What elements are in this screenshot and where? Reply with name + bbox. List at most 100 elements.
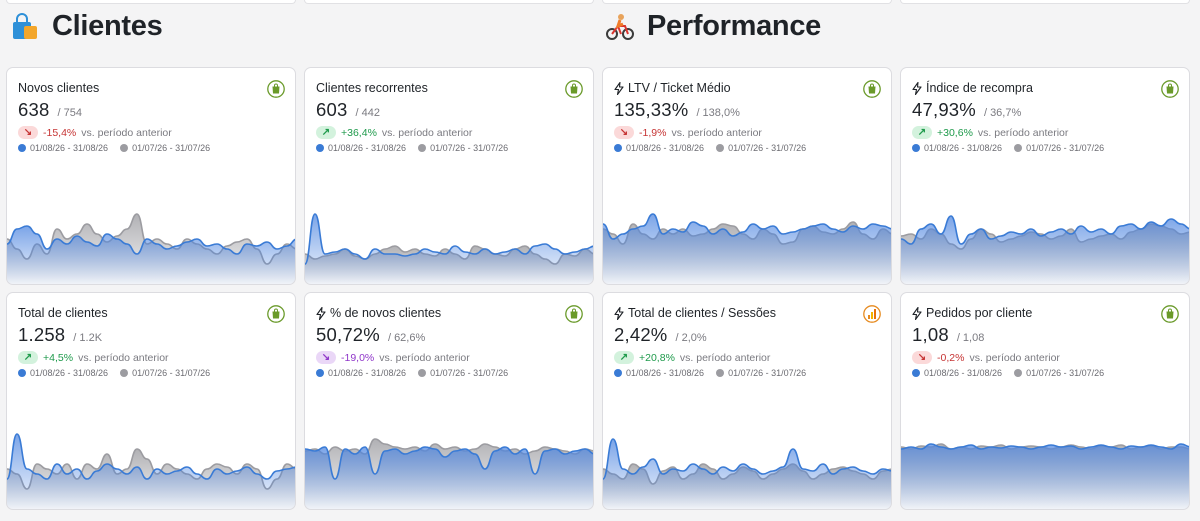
area-chart [901, 215, 1189, 284]
trend-down-icon: ↘ [912, 351, 932, 364]
legend-current: 01/08/26 - 31/08/26 [626, 143, 705, 153]
card-title-label: Total de clientes / Sessões [628, 306, 776, 320]
bolt-icon [912, 81, 922, 95]
analytics-icon [863, 305, 881, 323]
bolt-icon [614, 81, 624, 95]
delta-row: ↗ +36,4% vs. período anterior [316, 126, 472, 139]
delta-row: ↗ +20,8% vs. período anterior [614, 351, 770, 364]
legend-dot-current [18, 144, 26, 152]
current-series-line [603, 438, 891, 480]
metric-card[interactable]: Pedidos por cliente 1,08 / 1,08 ↘ -0,2% vs. p… [900, 292, 1190, 510]
metric-card[interactable]: LTV / Ticket Médio 135,33% / 138,0% ↘ -1,9% v… [602, 67, 892, 285]
delta-value: +36,4% [341, 126, 377, 139]
card-title-label: Clientes recorrentes [316, 81, 428, 95]
delta-row: ↘ -0,2% vs. período anterior [912, 351, 1060, 364]
chart-legend: 01/08/26 - 31/08/26 01/07/26 - 31/07/26 [316, 368, 508, 378]
legend-current: 01/08/26 - 31/08/26 [30, 143, 109, 153]
current-value: 50,72% [316, 324, 380, 345]
metric-card[interactable]: Total de clientes 1.258 / 1.2K ↗ +4,5% vs. pe… [6, 292, 296, 510]
section-title-label: Performance [647, 10, 821, 42]
area-chart [603, 213, 891, 284]
legend-dot-previous [1014, 369, 1023, 377]
trend-down-icon: ↘ [614, 126, 634, 139]
delta-row: ↘ -15,4% vs. período anterior [18, 126, 172, 139]
metric-card[interactable]: % de novos clientes 50,72% / 62,6% ↘ -19,0% v… [304, 292, 594, 510]
current-series-line [305, 446, 593, 480]
cyclist-icon [605, 12, 635, 42]
previous-value: / 138,0% [696, 107, 740, 119]
top-card-edge-right2 [900, 0, 1190, 4]
legend-dot-current [316, 369, 324, 377]
delta-value: -1,9% [639, 126, 667, 139]
trend-up-icon: ↗ [18, 351, 38, 364]
current-value: 638 [18, 99, 50, 120]
card-value: 50,72% / 62,6% [316, 324, 425, 346]
metric-card[interactable]: Clientes recorrentes 603 / 442 ↗ +36,4% vs. p… [304, 67, 594, 285]
delta-value: -15,4% [43, 126, 77, 139]
metric-card[interactable]: Índice de recompra 47,93% / 36,7% ↗ +30,6% vs… [900, 67, 1190, 285]
metric-card[interactable]: Total de clientes / Sessões 2,42% / 2,0% ↗ +… [602, 292, 892, 510]
card-title-label: Pedidos por cliente [926, 306, 1033, 320]
area-chart [305, 438, 593, 509]
section-title-clientes: Clientes [10, 10, 163, 43]
card-title: Pedidos por cliente [912, 306, 1032, 320]
chart-legend: 01/08/26 - 31/08/26 01/07/26 - 31/07/26 [316, 143, 508, 153]
legend-dot-current [912, 369, 920, 377]
legend-dot-previous [1014, 144, 1023, 152]
card-title: LTV / Ticket Médio [614, 81, 731, 95]
trend-down-icon: ↘ [316, 351, 336, 364]
delta-label: vs. período anterior [977, 126, 1069, 139]
shopify-icon [565, 305, 583, 323]
legend-current: 01/08/26 - 31/08/26 [924, 368, 1003, 378]
delta-label: vs. período anterior [969, 351, 1060, 364]
legend-dot-current [316, 144, 324, 152]
legend-previous: 01/07/26 - 31/07/26 [728, 143, 807, 153]
card-value: 1,08 / 1,08 [912, 324, 984, 346]
delta-value: -0,2% [937, 351, 965, 364]
legend-previous: 01/07/26 - 31/07/26 [132, 143, 211, 153]
legend-dot-previous [418, 144, 427, 152]
legend-dot-previous [418, 369, 427, 377]
delta-row: ↘ -19,0% vs. período anterior [316, 351, 470, 364]
delta-label: vs. período anterior [379, 351, 470, 364]
legend-dot-current [912, 144, 920, 152]
legend-dot-previous [120, 369, 129, 377]
area-chart [305, 213, 593, 284]
legend-dot-previous [716, 369, 725, 377]
trend-up-icon: ↗ [614, 351, 634, 364]
trend-up-icon: ↗ [912, 126, 932, 139]
legend-previous: 01/07/26 - 31/07/26 [132, 368, 211, 378]
bolt-icon [912, 306, 922, 320]
area-chart [7, 433, 295, 509]
current-series-area [603, 439, 891, 509]
legend-previous: 01/07/26 - 31/07/26 [430, 368, 509, 378]
legend-previous: 01/07/26 - 31/07/26 [430, 143, 509, 153]
current-series-area [603, 214, 891, 284]
previous-value: / 1.2K [73, 332, 103, 344]
card-value: 1.258 / 1.2K [18, 324, 102, 346]
previous-value: / 442 [355, 107, 380, 119]
metric-card[interactable]: Novos clientes 638 / 754 ↘ -15,4% vs. período… [6, 67, 296, 285]
legend-current: 01/08/26 - 31/08/26 [328, 143, 407, 153]
card-title-label: Novos clientes [18, 81, 100, 95]
delta-value: +4,5% [43, 351, 74, 364]
card-title-label: Total de clientes [18, 306, 108, 320]
top-card-edge-left [6, 0, 296, 4]
previous-value: / 754 [57, 107, 82, 119]
shopify-icon [267, 80, 285, 98]
shopping-bag-icon [10, 12, 40, 42]
shopify-icon [565, 80, 583, 98]
delta-row: ↗ +30,6% vs. período anterior [912, 126, 1068, 139]
delta-row: ↗ +4,5% vs. período anterior [18, 351, 169, 364]
legend-previous: 01/07/26 - 31/07/26 [1026, 368, 1105, 378]
current-value: 1,08 [912, 324, 949, 345]
chart-legend: 01/08/26 - 31/08/26 01/07/26 - 31/07/26 [614, 143, 806, 153]
chart-legend: 01/08/26 - 31/08/26 01/07/26 - 31/07/26 [912, 143, 1104, 153]
current-series-area [305, 214, 593, 284]
legend-previous: 01/07/26 - 31/07/26 [728, 368, 807, 378]
delta-label: vs. período anterior [671, 126, 762, 139]
card-title-label: Índice de recompra [926, 81, 1034, 95]
shopify-icon [863, 80, 881, 98]
shopify-icon [1161, 80, 1179, 98]
current-series-line [901, 215, 1189, 245]
